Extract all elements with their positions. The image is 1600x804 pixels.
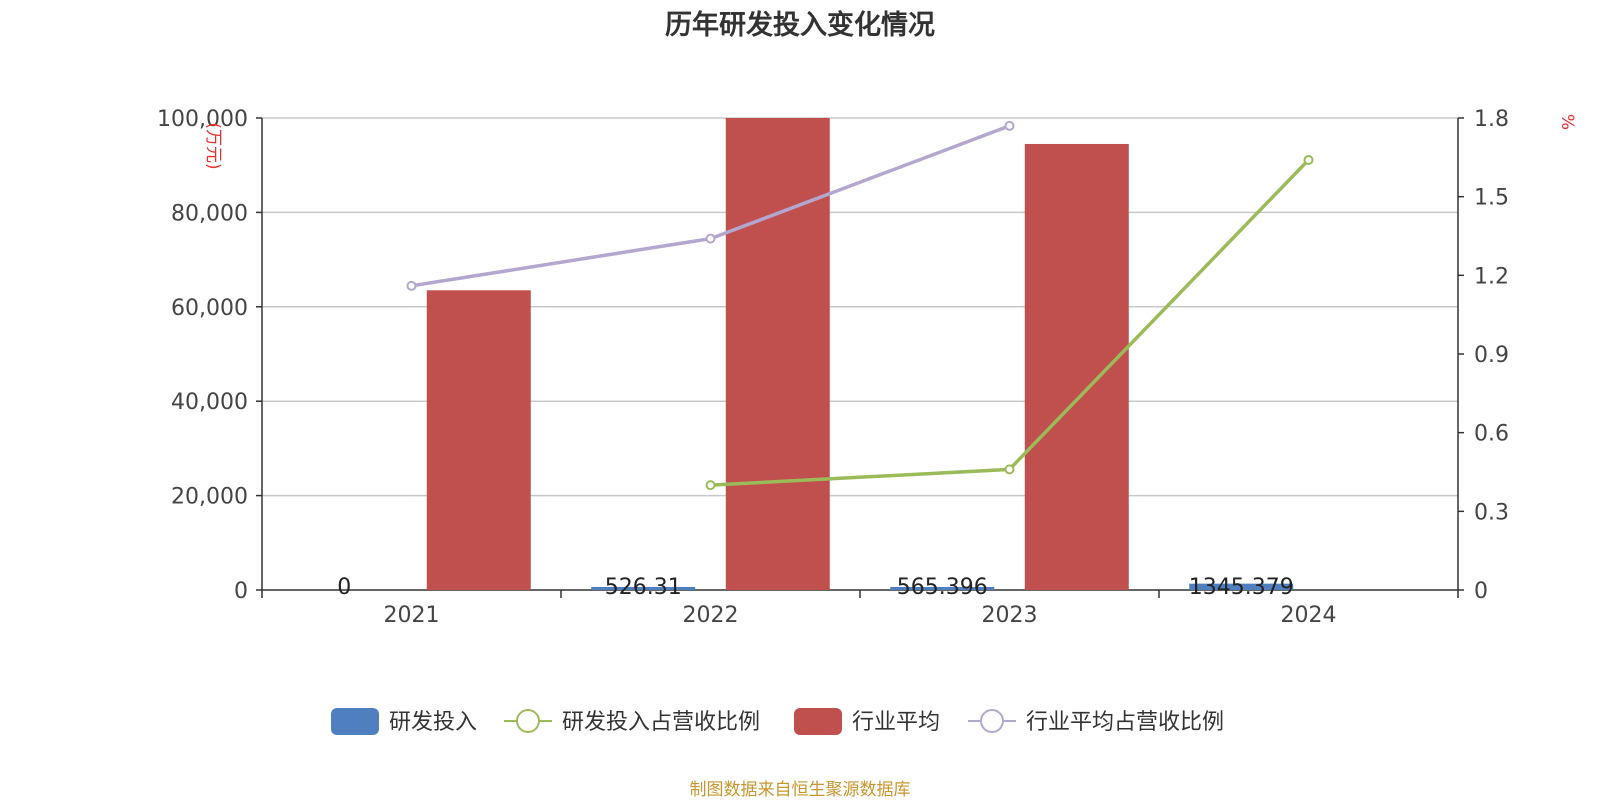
chart-title: 历年研发投入变化情况 <box>665 9 935 41</box>
right-axis-tick-label: 0.9 <box>1474 343 1509 368</box>
right-axis-tick-label: 0.6 <box>1474 422 1509 447</box>
bar-行业平均-2021 <box>426 290 531 590</box>
bar-研发投入-2023 <box>890 587 995 590</box>
x-axis-tick-label: 2023 <box>982 603 1038 628</box>
line-marks <box>406 120 1314 491</box>
line-行业平均占营收比例 <box>411 124 1011 288</box>
legend-label-研发投入占营收比例[interactable]: 研发投入占营收比例 <box>562 710 760 735</box>
left-axis-tick-label: 60,000 <box>171 296 248 321</box>
legend-marker-行业平均占营收比例 <box>980 709 1004 733</box>
left-axis-tick-label: 40,000 <box>171 390 248 415</box>
legend-swatch-行业平均 <box>794 708 842 735</box>
x-axis-tick-label: 2024 <box>1281 603 1337 628</box>
point-研发投入占营收比例-2024 <box>1303 154 1314 165</box>
left-axis-tick-label: 0 <box>234 579 248 604</box>
data-label-研发投入-2023: 565.396 <box>897 575 988 600</box>
data-label-研发投入-2021: 0 <box>337 575 351 600</box>
source-note: 制图数据来自恒生聚源数据库 <box>690 780 911 800</box>
bar-行业平均-2022 <box>725 118 830 590</box>
legend: 研发投入 研发投入占营收比例 行业平均 行业平均占营收比例 <box>331 708 1224 735</box>
bar-行业平均-2023 <box>1024 143 1129 590</box>
left-axis-unit-label: (万元) <box>203 122 223 169</box>
right-axis-tick-label: 1.8 <box>1474 107 1509 132</box>
left-axis-tick-label: 80,000 <box>171 201 248 226</box>
point-研发投入占营收比例-2022 <box>705 480 716 491</box>
bar-研发投入-2024 <box>1189 583 1294 590</box>
right-axis-tick-label: 1.2 <box>1474 264 1509 289</box>
axes: 0 20,000 40,000 60,000 80,000 100,000 0 0.3 0.6 0… <box>157 107 1577 628</box>
legend-label-行业平均[interactable]: 行业平均 <box>852 710 940 735</box>
point-行业平均占营收比例-2023 <box>1004 120 1015 131</box>
x-axis-tick-label: 2022 <box>683 603 739 628</box>
bar-研发投入-2022 <box>591 587 696 590</box>
legend-label-行业平均占营收比例[interactable]: 行业平均占营收比例 <box>1026 710 1224 735</box>
left-axis-tick-label: 100,000 <box>157 107 248 132</box>
legend-label-研发投入[interactable]: 研发投入 <box>389 710 477 735</box>
x-axis-tick-label: 2021 <box>384 603 440 628</box>
point-行业平均占营收比例-2022 <box>705 233 716 244</box>
point-行业平均占营收比例-2021 <box>406 280 417 291</box>
right-axis-tick-label: 0.3 <box>1474 500 1509 525</box>
legend-swatch-研发投入 <box>331 708 379 735</box>
data-label-研发投入-2024: 1345.379 <box>1189 575 1294 600</box>
right-axis-unit-label: % <box>1557 114 1577 130</box>
right-axis-tick-label: 0 <box>1474 579 1488 604</box>
point-研发投入占营收比例-2023 <box>1004 464 1015 475</box>
right-axis-tick-label: 1.5 <box>1474 186 1509 211</box>
data-label-研发投入-2022: 526.31 <box>605 575 682 600</box>
bar-marks <box>426 118 1294 590</box>
data-labels: 0 526.31 565.396 1345.379 <box>337 575 1293 600</box>
legend-marker-研发投入占营收比例 <box>516 709 540 733</box>
left-axis-tick-label: 20,000 <box>171 485 248 510</box>
